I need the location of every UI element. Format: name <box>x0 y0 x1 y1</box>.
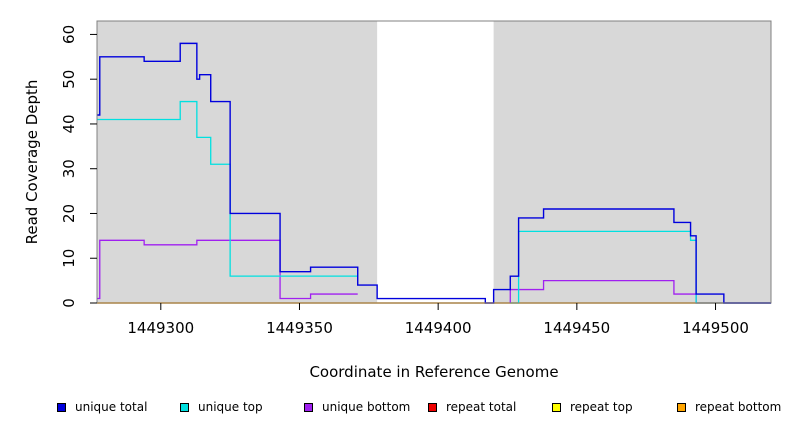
legend-item: repeat total <box>428 400 516 414</box>
shaded-regions <box>97 21 771 303</box>
legend-swatch <box>304 402 313 412</box>
legend-swatch <box>57 402 66 412</box>
legend-swatch <box>180 402 189 412</box>
y-axis-label: Read Coverage Depth <box>23 80 41 245</box>
legend-label: repeat bottom <box>695 400 782 414</box>
x-tick-label: 1449500 <box>682 319 749 337</box>
y-tick-label: 10 <box>60 249 78 268</box>
y-tick-label: 20 <box>60 204 78 223</box>
y-axis: 0 10 20 30 40 50 60 <box>60 25 97 308</box>
legend-label: unique bottom <box>322 400 411 414</box>
x-axis-label: Coordinate in Reference Genome <box>309 363 558 381</box>
legend-label: repeat total <box>446 400 517 414</box>
series-unique-bottom-line <box>97 239 358 300</box>
x-tick-label: 1449450 <box>543 319 610 337</box>
y-tick-label: 40 <box>60 114 78 133</box>
legend-item: repeat bottom <box>677 400 781 414</box>
legend-label: repeat top <box>570 400 633 414</box>
shaded-region <box>493 21 771 303</box>
legend-label: unique top <box>198 400 263 414</box>
legend-swatch <box>552 402 561 412</box>
y-tick-label: 60 <box>60 25 78 44</box>
legend-swatch <box>677 402 686 412</box>
y-tick-label: 50 <box>60 70 78 89</box>
y-tick-label: 0 <box>60 298 78 308</box>
x-axis: 1449300 1449350 1449400 1449450 1449500 <box>127 303 749 337</box>
legend-item: unique top <box>180 400 263 414</box>
series-unique-total-line <box>97 42 771 304</box>
plot-frame <box>96 20 772 304</box>
coverage-chart: 1449300 1449350 1449400 1449450 1449500 0 10 2… <box>23 20 772 381</box>
legend-swatch <box>428 402 437 412</box>
legend-label: unique total <box>75 400 148 414</box>
series-unique-top-line <box>97 100 358 277</box>
y-tick-label: 30 <box>60 159 78 178</box>
x-tick-label: 1449400 <box>405 319 472 337</box>
shaded-region <box>97 21 378 303</box>
legend-item: unique bottom <box>304 400 410 414</box>
legend-item: repeat top <box>552 400 633 414</box>
x-tick-label: 1449350 <box>266 319 333 337</box>
legend: unique total unique top unique bottom repea… <box>0 400 792 420</box>
legend-item: unique total <box>57 400 147 414</box>
x-tick-label: 1449300 <box>127 319 194 337</box>
